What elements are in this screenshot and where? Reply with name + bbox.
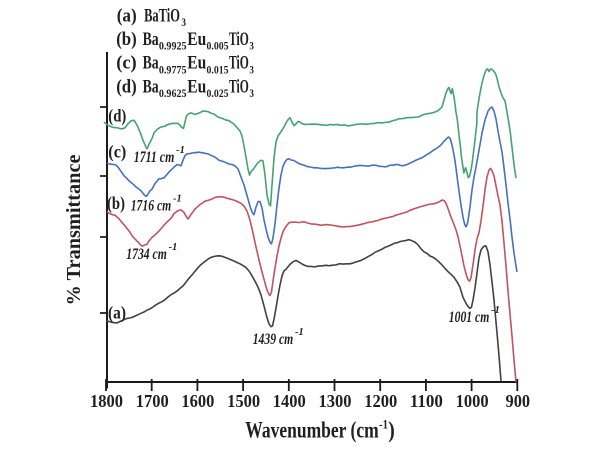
svg-text:(d): (d) [108,105,126,125]
svg-text:BaTiO: BaTiO [144,6,180,27]
svg-text:-1: -1 [379,417,388,432]
svg-text:(b): (b) [107,193,125,213]
svg-text:TiO: TiO [229,53,249,74]
svg-text:Ba: Ba [143,53,159,74]
svg-text:0.9925: 0.9925 [159,39,187,53]
svg-text:1716 cm: 1716 cm [131,198,172,215]
svg-text:1400: 1400 [273,391,306,411]
svg-text:1600: 1600 [181,391,214,411]
svg-text:TiO: TiO [229,29,249,50]
svg-text:): ) [388,418,395,443]
svg-text:1500: 1500 [227,391,260,411]
svg-text:1300: 1300 [319,391,352,411]
svg-text:-1: -1 [173,193,182,205]
svg-text:3: 3 [249,86,254,100]
svg-text:% Transmittance: % Transmittance [63,154,85,305]
svg-text:0.9625: 0.9625 [159,86,187,100]
svg-text:Wavenumber (cm: Wavenumber (cm [245,418,378,443]
svg-text:(c): (c) [108,142,126,162]
svg-text:1100: 1100 [410,391,443,411]
svg-text:-1: -1 [295,326,304,338]
svg-text:3: 3 [249,39,254,53]
svg-text:1711 cm: 1711 cm [134,149,175,166]
svg-text:Eu: Eu [187,76,206,97]
svg-text:(a): (a) [117,6,137,27]
svg-text:Ba: Ba [143,29,159,50]
svg-text:(a): (a) [108,303,126,323]
svg-text:Eu: Eu [187,53,206,74]
svg-text:1800: 1800 [90,391,123,411]
svg-text:Eu: Eu [187,29,206,50]
svg-text:-1: -1 [491,304,500,316]
svg-text:TiO: TiO [229,76,249,97]
svg-text:0.005: 0.005 [207,39,229,53]
svg-text:900: 900 [506,391,531,411]
svg-text:1734 cm: 1734 cm [126,246,167,263]
svg-text:Ba: Ba [143,76,159,97]
svg-text:(b): (b) [116,29,137,50]
svg-text:1200: 1200 [364,391,397,411]
svg-text:3: 3 [249,62,254,76]
svg-text:0.9775: 0.9775 [159,62,187,76]
svg-text:-1: -1 [169,241,178,253]
svg-text:-1: -1 [176,144,185,156]
svg-text:1000: 1000 [456,391,489,411]
svg-text:1001 cm: 1001 cm [449,309,490,326]
svg-text:3: 3 [181,15,186,29]
svg-text:1700: 1700 [136,391,169,411]
svg-text:1439 cm: 1439 cm [253,331,294,348]
svg-text:(c): (c) [116,53,137,74]
svg-text:(d): (d) [116,76,137,97]
svg-text:0.025: 0.025 [207,86,229,100]
svg-text:0.015: 0.015 [207,62,229,76]
